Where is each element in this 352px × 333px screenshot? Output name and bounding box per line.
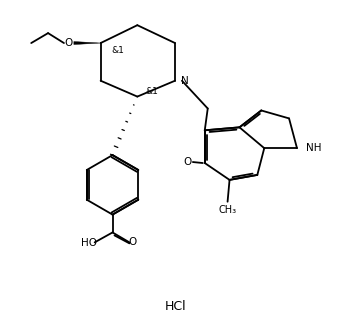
Text: O: O xyxy=(184,157,192,167)
Text: N: N xyxy=(181,76,189,86)
Text: NH: NH xyxy=(306,143,321,153)
Text: O: O xyxy=(128,237,137,247)
Polygon shape xyxy=(74,42,101,45)
Text: O: O xyxy=(65,38,73,48)
Text: &1: &1 xyxy=(145,87,158,96)
Text: HCl: HCl xyxy=(165,300,187,313)
Text: CH₃: CH₃ xyxy=(219,205,237,215)
Text: &1: &1 xyxy=(112,47,124,56)
Text: HO: HO xyxy=(81,238,97,248)
